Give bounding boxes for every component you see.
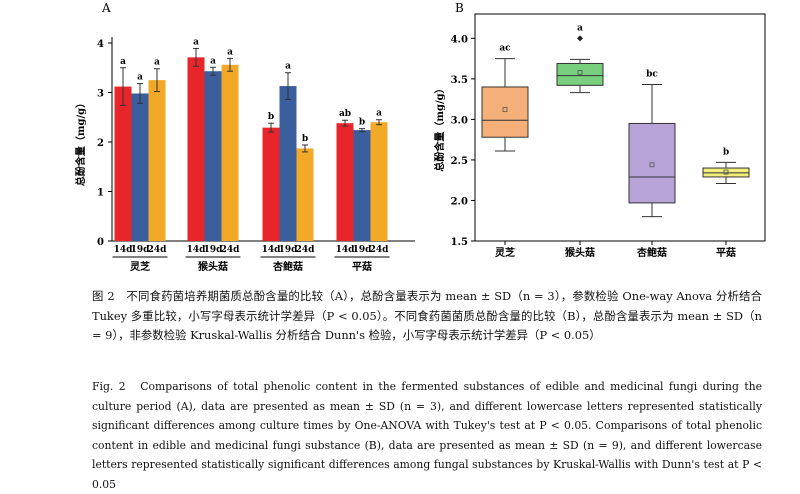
- x-group-label: 平菇: [352, 260, 372, 273]
- significance-letter: a: [137, 73, 143, 83]
- significance-letter: b: [302, 134, 308, 144]
- significance-letter: a: [193, 37, 199, 47]
- y-tick-label: 3.5: [451, 75, 468, 86]
- x-group-label: 猴头菇: [198, 260, 228, 273]
- outlier-point: [577, 35, 583, 42]
- y-tick-label: 3.0: [451, 115, 468, 126]
- x-tick-label: 灵芝: [495, 246, 515, 259]
- bar-19d: [279, 86, 297, 241]
- panel-label-b: B: [455, 1, 464, 15]
- mean-marker: [723, 169, 729, 175]
- bar-19d: [353, 130, 371, 241]
- y-tick-label: 1.5: [451, 237, 468, 248]
- y-axis-title: 总酚含量（mg/g）: [74, 98, 87, 186]
- x-sub-tick-label: 14d: [336, 245, 356, 255]
- y-tick-label: 3: [97, 89, 104, 100]
- significance-letter: a: [154, 58, 160, 68]
- bar-14d: [187, 57, 205, 242]
- significance-letter: a: [120, 57, 126, 67]
- y-tick-label: 1: [97, 188, 104, 199]
- x-sub-tick-label: 19d: [279, 245, 299, 255]
- significance-letter: bc: [646, 70, 658, 80]
- mean-marker: [649, 162, 655, 168]
- y-tick-label: 2.0: [451, 196, 468, 207]
- caption-chinese: 图 2 不同食药菌培养期菌质总酚含量的比较（A），总酚含量表示为 mean ± …: [92, 289, 762, 342]
- y-tick-label: 4: [97, 39, 104, 50]
- y-axis-title: 总酚含量（mg/g）: [433, 83, 446, 171]
- bar-14d: [336, 123, 354, 241]
- significance-letter: a: [376, 109, 382, 119]
- y-tick-label: 0: [97, 237, 104, 248]
- x-sub-tick-label: 19d: [131, 245, 151, 255]
- x-group-label: 杏鲍菇: [272, 260, 303, 273]
- x-sub-tick-label: 14d: [114, 245, 134, 255]
- x-sub-tick-label: 24d: [221, 245, 241, 255]
- significance-letter: b: [723, 147, 729, 157]
- x-tick-label: 杏鲍菇: [636, 246, 667, 259]
- box: [481, 86, 529, 138]
- bar-24d: [296, 148, 314, 241]
- bar-19d: [204, 71, 222, 241]
- x-sub-tick-label: 19d: [204, 245, 224, 255]
- panel-label-a: A: [101, 1, 111, 15]
- significance-letter: b: [268, 112, 274, 122]
- x-sub-tick-label: 24d: [370, 245, 390, 255]
- x-sub-tick-label: 24d: [296, 245, 316, 255]
- x-tick-label: 猴头菇: [565, 246, 595, 259]
- mean-marker: [502, 107, 508, 113]
- bar-19d: [131, 93, 149, 242]
- x-tick-label: 平菇: [716, 246, 736, 259]
- significance-letter: a: [227, 47, 233, 57]
- bar-24d: [370, 122, 388, 241]
- chart-b: B 1.5 2.0 2.5 3.0 3.5 4.0 总酚含量（mg/g） ac 灵芝 a 猴头菇 bc 杏…: [433, 1, 766, 259]
- chart-a: A 0 1 2 3 4 总酚含量（mg/g） a 14d a 19d a 24d 灵芝 a 14d a 19d a 2…: [74, 1, 415, 273]
- y-tick-label: 2.5: [451, 156, 468, 167]
- significance-letter: b: [359, 118, 365, 128]
- bar-24d: [148, 80, 166, 241]
- bar-14d: [114, 86, 132, 241]
- x-sub-tick-label: 19d: [353, 245, 373, 255]
- significance-letter: ac: [499, 44, 511, 54]
- x-sub-tick-label: 14d: [262, 245, 282, 255]
- x-sub-tick-label: 24d: [148, 245, 168, 255]
- significance-letter: ab: [339, 109, 351, 119]
- significance-letter: a: [577, 23, 583, 33]
- y-tick-label: 2: [97, 138, 104, 149]
- bar-14d: [262, 127, 280, 241]
- significance-letter: a: [210, 56, 216, 66]
- significance-letter: a: [285, 62, 291, 72]
- x-sub-tick-label: 14d: [187, 245, 207, 255]
- bar-24d: [221, 64, 239, 241]
- x-group-label: 灵芝: [130, 260, 150, 273]
- caption-english: Fig. 2 Comparisons of total phenolic con…: [92, 380, 762, 491]
- y-tick-label: 4.0: [451, 34, 468, 45]
- plot-frame: [474, 13, 766, 242]
- mean-marker: [577, 69, 583, 75]
